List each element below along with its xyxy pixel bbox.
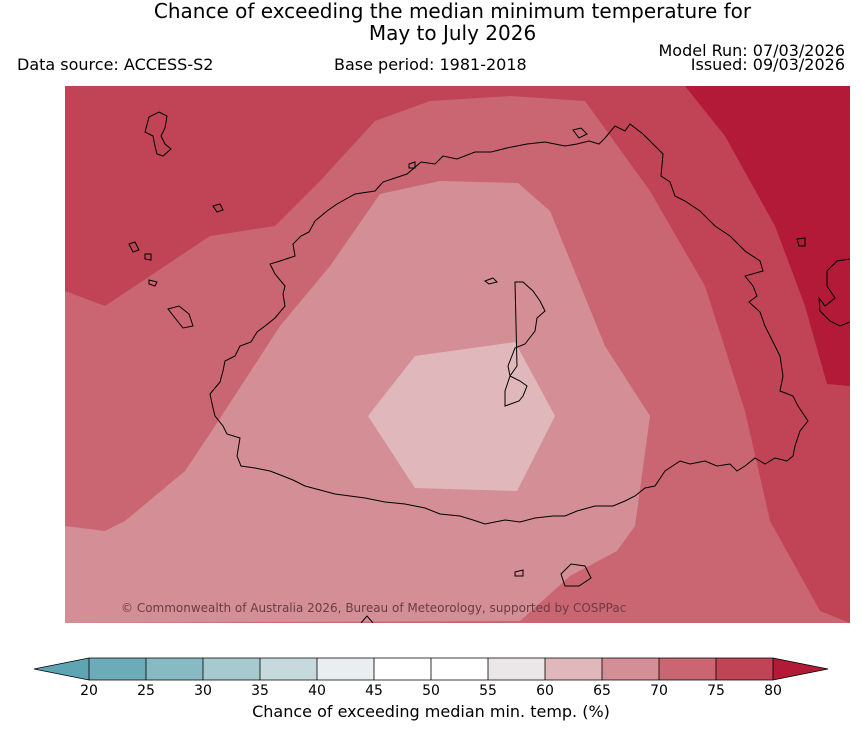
- band-80-plus: [685, 86, 850, 386]
- colorbar-extend-high: [773, 658, 828, 680]
- band-60-65-core: [368, 342, 555, 491]
- band-65-70: [65, 181, 650, 623]
- colorbar-tick-55: 55: [479, 683, 497, 699]
- chart-title-line2: May to July 2026: [368, 21, 537, 45]
- colorbar-label: Chance of exceeding median min. temp. (%…: [252, 702, 610, 721]
- colorbar-swatch-75-80: [716, 658, 773, 680]
- chart-title-line1: Chance of exceeding the median minimum t…: [153, 0, 752, 23]
- colorbar-tick-30: 30: [194, 683, 212, 699]
- coastline-west-islet-2: [128, 241, 140, 253]
- colorbar-swatch-35-40: [260, 658, 317, 680]
- colorbar-swatch-20-25: [89, 658, 146, 680]
- colorbar-extend-low: [34, 658, 89, 680]
- model-run-label: Model Run: 07/03/2026: [658, 41, 846, 60]
- data-source-label: Data source: ACCESS-S2: [17, 55, 214, 74]
- colorbar-swatch-70-75: [659, 658, 716, 680]
- coastline-east-island: [818, 258, 850, 327]
- coastline-south-island: [560, 563, 592, 587]
- colorbar-tick-70: 70: [650, 683, 668, 699]
- colorbar-swatch-65-70: [602, 658, 659, 680]
- colorbar-swatch-50-55: [431, 658, 488, 680]
- colorbar-tick-65: 65: [593, 683, 611, 699]
- coastline-central-island: [504, 281, 546, 407]
- coastline-north-islet-1: [408, 161, 416, 169]
- colorbar: [33, 657, 829, 681]
- colorbar-swatch-25-30: [146, 658, 203, 680]
- colorbar-tick-60: 60: [536, 683, 554, 699]
- colorbar-tick-80: 80: [764, 683, 782, 699]
- issued-label: Issued: 09/03/2026: [690, 55, 845, 74]
- colorbar-tick-45: 45: [365, 683, 383, 699]
- colorbar-tick-20: 20: [80, 683, 98, 699]
- colorbar-tick-35: 35: [251, 683, 269, 699]
- colorbar-swatch-40-45: [317, 658, 374, 680]
- copyright-notice: © Commonwealth of Australia 2026, Bureau…: [121, 601, 627, 615]
- colorbar-dividers: [88, 658, 774, 680]
- coastline-south-islet: [514, 569, 524, 577]
- colorbar-outline: [33, 657, 829, 681]
- colorbar-swatch-30-35: [203, 658, 260, 680]
- colorbar-tick-75: 75: [707, 683, 725, 699]
- coastline-central-islet: [483, 277, 498, 285]
- colorbar-tick-50: 50: [422, 683, 440, 699]
- colorbar-tick-40: 40: [308, 683, 326, 699]
- coastline-west-islet-4: [148, 279, 158, 287]
- coastline-north-islet-2: [572, 127, 588, 139]
- coastline-nw-island: [144, 111, 172, 157]
- colorbar-swatch-45-50: [374, 658, 431, 680]
- base-period-label: Base period: 1981-2018: [334, 55, 527, 74]
- colorbar-tick-25: 25: [137, 683, 155, 699]
- band-75-80-north: [65, 86, 850, 623]
- coastline-west-islet-1: [212, 203, 224, 213]
- coastline-west-island: [167, 305, 194, 329]
- colorbar-swatch-60-65: [545, 658, 602, 680]
- colorbar-swatch-55-60: [488, 658, 545, 680]
- coastline-south-edge: [360, 615, 374, 623]
- coastline-west-islet-3: [144, 253, 152, 261]
- probability-map: [65, 86, 850, 623]
- coastline-main: [209, 123, 809, 525]
- coastline-east-islet: [796, 237, 806, 247]
